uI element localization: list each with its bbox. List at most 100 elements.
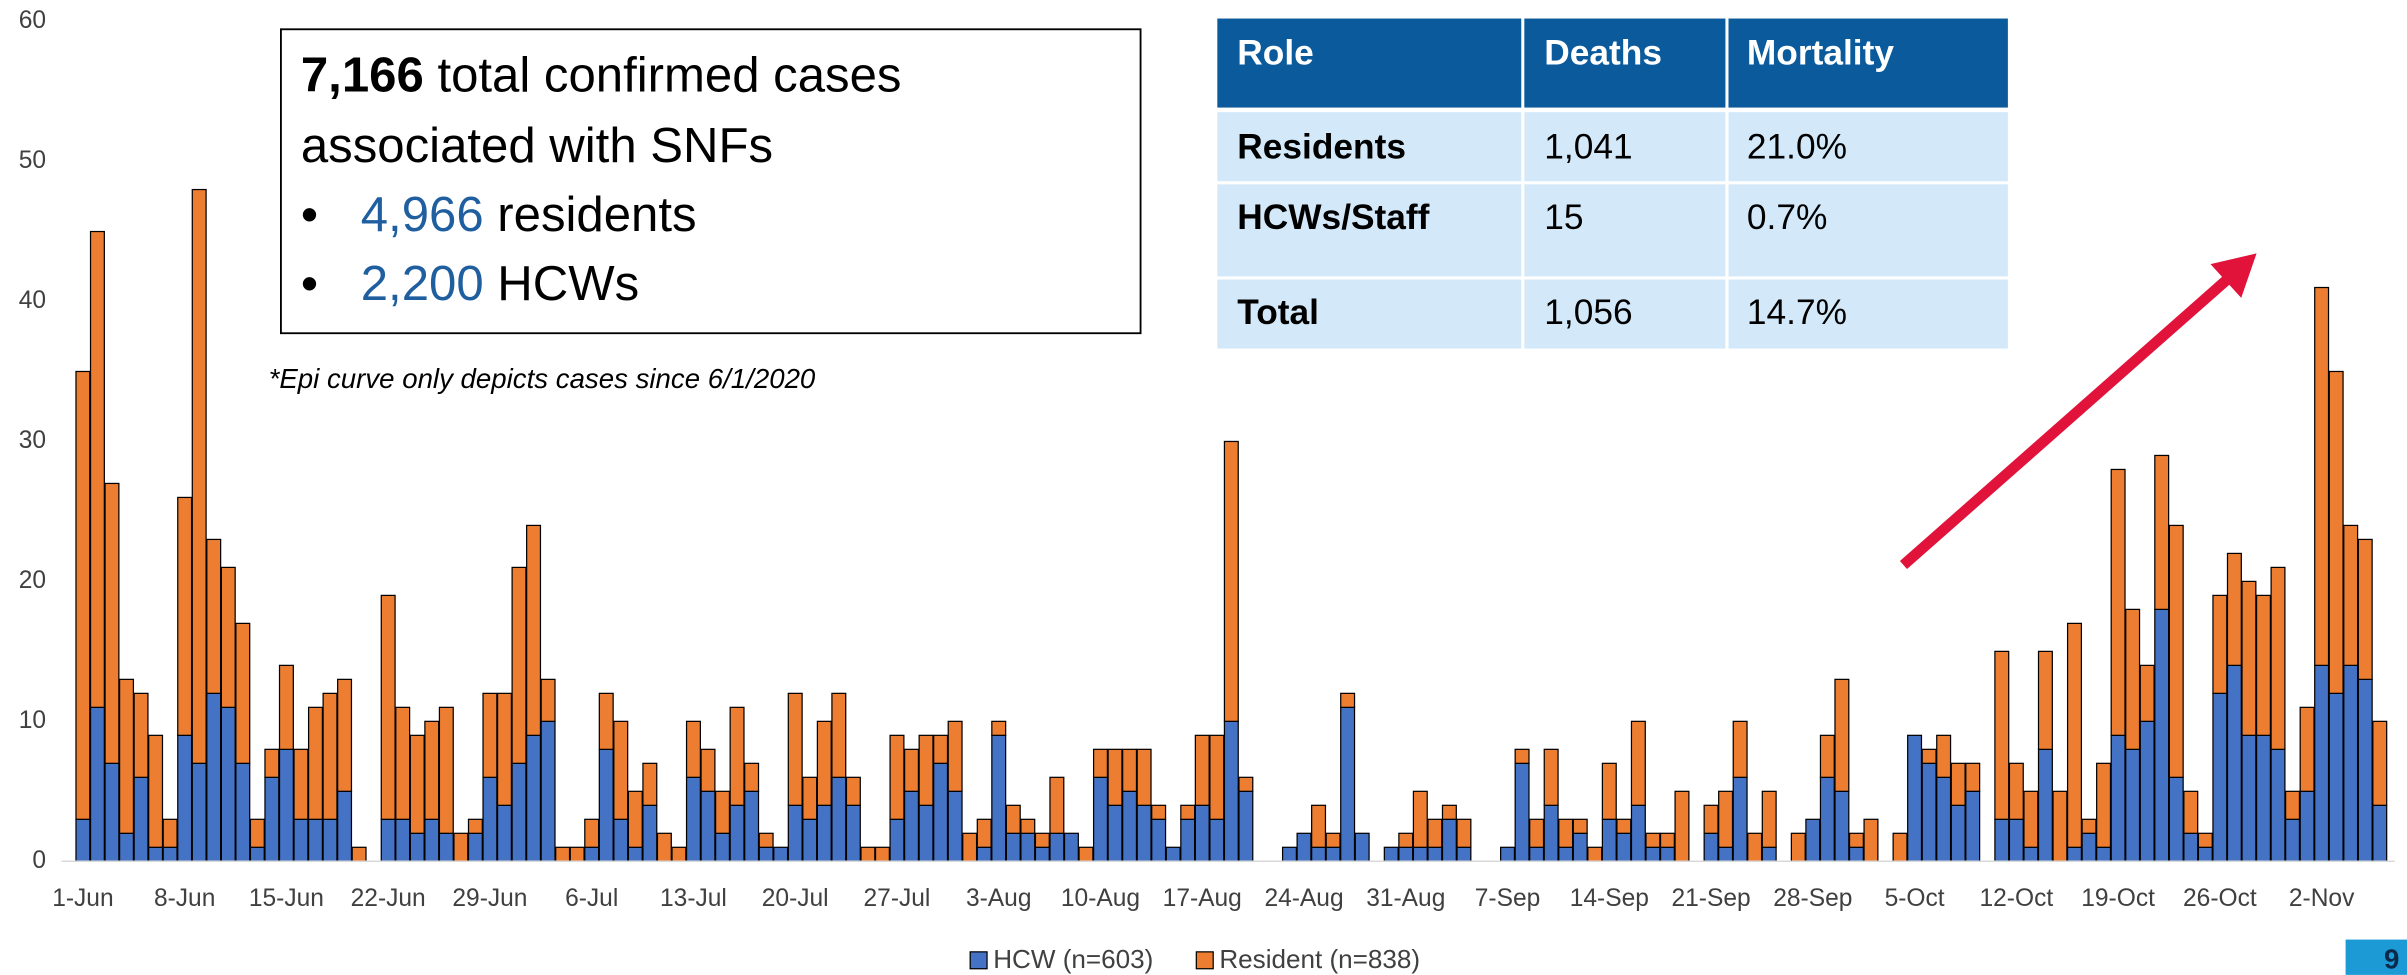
cell-text: 1,041 <box>1544 127 1632 166</box>
page-number: 9 <box>2384 943 2399 974</box>
x-tick-label: 14-Sep <box>1570 885 1649 912</box>
bar-segment <box>2125 608 2141 750</box>
x-tick-label: 10-Aug <box>1061 885 1140 912</box>
bar-segment <box>569 846 585 862</box>
bullet-number: 2,200 <box>361 257 484 311</box>
bar-segment <box>424 818 440 862</box>
bar-segment <box>2197 846 2213 862</box>
bar-segment <box>220 566 236 708</box>
bar-segment <box>1238 790 1254 862</box>
bar-segment <box>1180 804 1196 820</box>
bar-segment <box>511 566 527 764</box>
bar-segment <box>1063 832 1079 862</box>
table: Role Deaths Mortality Residents 1,041 21… <box>1217 18 2008 349</box>
bar-segment <box>1848 832 1864 848</box>
bar-segment <box>627 846 643 862</box>
bar-segment <box>1005 804 1021 834</box>
bar-segment <box>482 692 498 778</box>
y-tick-label: 40 <box>19 287 46 314</box>
bar-segment <box>1136 804 1152 862</box>
bullet-number: 4,966 <box>361 188 484 242</box>
bar-segment <box>831 692 847 778</box>
bar-segment <box>2081 832 2097 862</box>
bar-segment <box>1616 832 1632 862</box>
bar-segment <box>991 720 1007 736</box>
bar-segment <box>191 188 207 764</box>
bar-segment <box>1994 818 2010 862</box>
bar-segment <box>1441 818 1457 862</box>
bar-segment <box>1180 818 1196 862</box>
cell <box>1728 279 2008 349</box>
bar-segment <box>235 762 251 862</box>
bar-segment <box>1863 818 1879 862</box>
bar-segment <box>2183 832 2199 862</box>
cell-text: 14.7% <box>1747 293 1847 332</box>
cell <box>1524 112 1726 182</box>
bar-segment <box>2285 790 2301 820</box>
bar-segment <box>2299 790 2315 862</box>
bar-segment <box>2343 664 2359 862</box>
bar-segment <box>613 720 629 820</box>
bar-segment <box>2023 846 2039 862</box>
bar-segment <box>278 664 294 750</box>
bar-segment <box>1965 790 1981 862</box>
x-tick-label: 15-Jun <box>249 885 324 912</box>
bar-segment <box>2314 286 2330 666</box>
bar-segment <box>89 706 105 862</box>
bar-segment <box>555 846 571 862</box>
bar-segment <box>467 818 483 834</box>
bar-segment <box>1354 832 1370 862</box>
bullet-line: 4,966 residents <box>361 188 697 242</box>
bar-segment <box>1500 846 1516 862</box>
bar-segment <box>264 776 280 862</box>
bar-segment <box>816 804 832 862</box>
bar-segment <box>409 832 425 862</box>
total-text: total confirmed cases <box>437 48 901 102</box>
bar-segment <box>1398 832 1414 848</box>
bar-segment <box>903 748 920 792</box>
cell-text: 1,056 <box>1544 293 1632 332</box>
bar-segment <box>685 776 701 862</box>
y-tick-label: 10 <box>19 707 46 734</box>
bar-segment <box>642 804 658 862</box>
bar-segment <box>148 846 164 862</box>
bar-segment <box>1732 720 1748 778</box>
bar-segment <box>947 720 963 792</box>
bar-segment <box>496 804 512 862</box>
bar-segment <box>1936 734 1952 778</box>
bar-segment <box>2372 720 2388 806</box>
total-text: associated with SNFs <box>301 119 773 173</box>
bar-segment <box>75 370 91 820</box>
bar-segment <box>976 818 992 848</box>
bar-segment <box>1848 846 1864 862</box>
bar-segment <box>453 832 469 862</box>
page-number-box <box>2345 939 2407 975</box>
header-cell <box>1728 18 2008 108</box>
x-tick-label: 26-Oct <box>2183 885 2257 912</box>
bar-segment <box>1630 804 1646 862</box>
bar-segment <box>831 776 847 862</box>
bar-segment <box>744 790 760 862</box>
bar-segment <box>1718 846 1734 862</box>
bar-segment <box>380 594 396 820</box>
bar-segment <box>1122 748 1138 792</box>
bar-segment <box>2168 776 2184 862</box>
bar-segment <box>511 762 527 862</box>
x-tick-label: 31-Aug <box>1366 885 1445 912</box>
bar-segment <box>1456 846 1472 862</box>
bar-segment <box>2270 566 2286 750</box>
x-tick-label: 8-Jun <box>154 885 215 912</box>
bar-segment <box>802 818 818 862</box>
bar-segment <box>889 818 905 862</box>
x-tick-label: 17-Aug <box>1163 885 1242 912</box>
arrow-shaft <box>1899 273 2233 570</box>
bar-segment <box>787 692 803 806</box>
bar-segment <box>1325 832 1341 848</box>
bar-segment <box>1601 762 1617 820</box>
bar-segment <box>104 762 120 862</box>
bar-segment <box>1819 734 1835 778</box>
bar-segment <box>1107 804 1123 862</box>
text-box <box>279 28 1142 335</box>
bar-segment <box>715 790 731 834</box>
bar-segment <box>816 720 832 806</box>
